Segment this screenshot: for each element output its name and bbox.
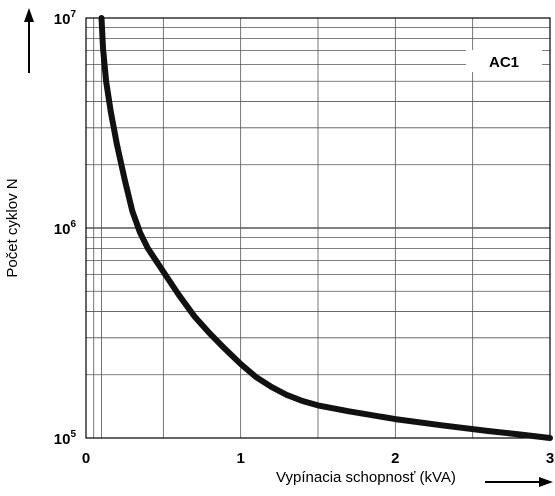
plot-frame: [85, 17, 551, 439]
y-axis-label: Počet cyklov N: [4, 178, 21, 277]
y-tick-label: 105: [54, 429, 77, 448]
series-line: [98, 15, 553, 441]
y-tick-label: 107: [54, 9, 77, 28]
x-axis-arrow: [485, 477, 553, 487]
grid: [86, 18, 550, 438]
x-tick-label: 1: [236, 450, 244, 467]
x-tick-label: 3: [546, 450, 554, 467]
legend-box: [466, 50, 542, 72]
x-tick-labels: 0 1 2 3: [82, 450, 554, 467]
y-tick-labels: 105 106 107: [54, 9, 77, 448]
series-layer: [98, 15, 553, 441]
legend-label: AC1: [489, 54, 519, 71]
y-axis-arrow: [24, 8, 34, 73]
x-axis-label: Vypínacia schopnosť (kVA): [276, 469, 456, 486]
x-tick-label: 2: [391, 450, 399, 467]
x-tick-label: 0: [82, 450, 90, 467]
legend: AC1: [466, 50, 542, 72]
y-tick-label: 106: [54, 219, 77, 238]
